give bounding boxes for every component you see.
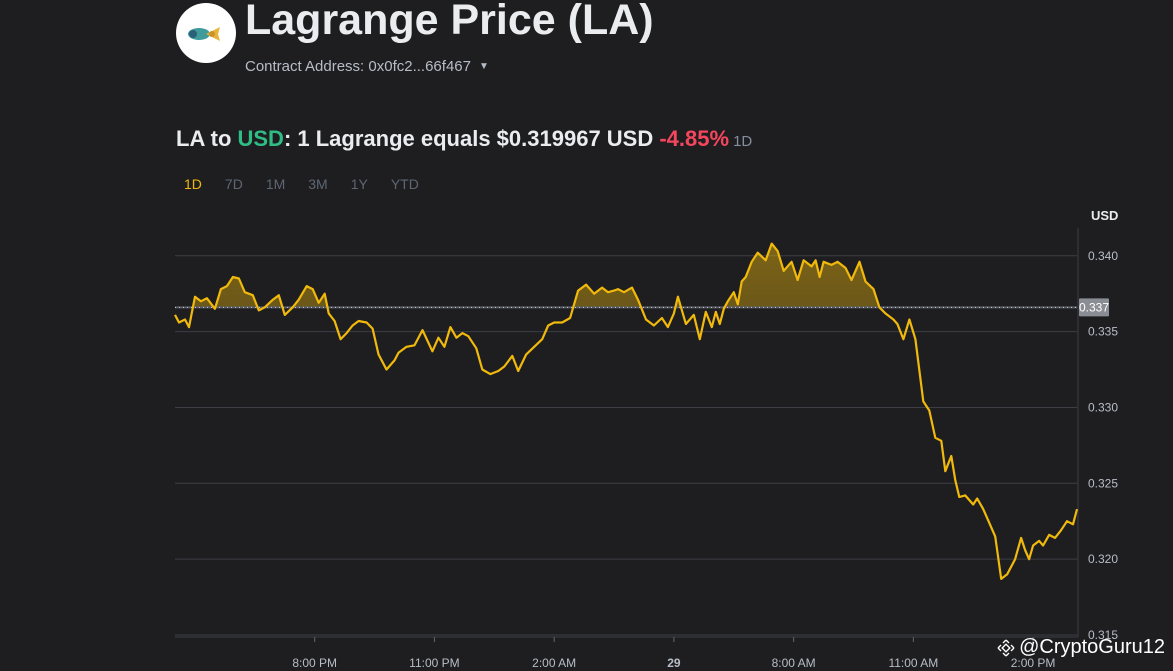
y-tick-label: 0.325 [1088,476,1118,490]
reference-price-badge [1079,298,1109,317]
time-range-tabs: 1D 7D 1M 3M 1Y YTD [184,176,442,192]
tab-1d[interactable]: 1D [184,176,202,192]
x-tick-label: 8:00 PM [292,656,337,670]
lagrange-logo [176,3,236,63]
x-tick-label: 2:00 AM [532,656,576,670]
tab-3m[interactable]: 3M [308,176,328,192]
price-series-line [174,242,1079,580]
binance-diamond-icon [997,639,1015,657]
x-tick-label: 11:00 AM [888,656,938,670]
tab-7d[interactable]: 7D [224,176,243,192]
y-tick-label: 0.340 [1088,249,1118,263]
price-equals-text: : 1 Lagrange equals $0.319967 USD [283,126,660,151]
lagrange-logo-icon [188,27,220,41]
chevron-down-icon: ▼ [478,61,489,72]
tab-ytd[interactable]: YTD [390,176,419,192]
contract-address-label: Contract Address: 0x0fc2...66f467 [245,58,471,75]
quote-currency-link[interactable]: USD [237,126,284,151]
x-tick-label: 8:00 AM [772,656,816,670]
x-tick-label: 11:00 PM [409,656,459,670]
above-reference-area [192,243,880,308]
watermark-text: @CryptoGuru12 [1019,636,1165,658]
price-summary: LA to USD: 1 Lagrange equals $0.319967 U… [176,126,752,152]
page-title: Lagrange Price (LA) [245,0,654,44]
price-change-percent: -4.85% [659,126,730,151]
tab-1y[interactable]: 1Y [350,176,368,192]
change-period: 1D [733,133,753,150]
tab-1m[interactable]: 1M [265,176,286,192]
x-tick-label: 29 [667,656,681,670]
reference-price-label: 0.337 [1079,300,1109,314]
contract-address-dropdown[interactable]: Contract Address: 0x0fc2...66f467 ▼ [245,58,489,75]
x-tick-label: 2:00 PM [1011,656,1056,670]
y-tick-label: 0.335 [1088,325,1118,339]
y-tick-label: 0.330 [1088,400,1118,414]
watermark: @CryptoGuru12 [997,636,1165,659]
y-tick-label: 0.315 [1088,628,1118,642]
y-tick-label: 0.320 [1088,552,1118,566]
pair-prefix: LA to [176,126,238,151]
y-axis-currency-label: USD [1091,208,1118,223]
